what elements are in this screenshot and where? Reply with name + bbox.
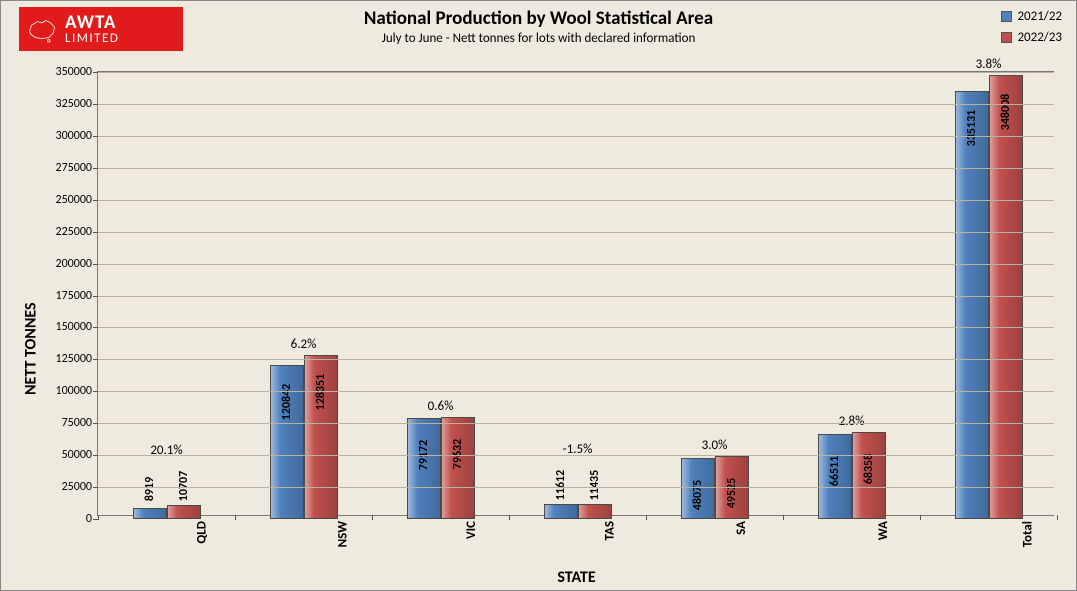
chart-frame: AWTA LIMITED National Production by Wool… bbox=[0, 0, 1077, 591]
y-tick-mark bbox=[93, 232, 98, 233]
bar-value-label: 66511 bbox=[828, 456, 842, 486]
title-block: National Production by Wool Statistical … bbox=[1, 7, 1076, 46]
y-tick-label: 350000 bbox=[56, 65, 99, 79]
legend: 2021/22 2022/23 bbox=[1001, 9, 1062, 51]
pct-change-label: 0.6% bbox=[428, 399, 454, 414]
bar-value-label: 11435 bbox=[588, 470, 602, 500]
pct-change-label: 2.8% bbox=[839, 414, 865, 429]
bar-value-label: 48075 bbox=[691, 479, 705, 509]
y-tick-label: 325000 bbox=[56, 97, 99, 111]
x-tick bbox=[372, 515, 373, 520]
x-category-label: SA bbox=[733, 521, 748, 535]
legend-swatch bbox=[1001, 11, 1012, 22]
bar-value-label: 120842 bbox=[280, 383, 294, 420]
gridline bbox=[98, 455, 1054, 456]
chart-title: National Production by Wool Statistical … bbox=[1, 7, 1076, 30]
y-tick-mark bbox=[93, 104, 98, 105]
x-tick bbox=[783, 515, 784, 520]
x-category-label: Total bbox=[1020, 521, 1035, 547]
gridline bbox=[98, 359, 1054, 360]
y-tick-label: 300000 bbox=[56, 129, 99, 143]
gridline bbox=[98, 327, 1054, 328]
pct-change-label: 6.2% bbox=[291, 337, 317, 352]
bar bbox=[544, 504, 578, 519]
gridline bbox=[98, 104, 1054, 105]
gridline bbox=[98, 423, 1054, 424]
y-axis-title: NETT TONNES bbox=[22, 195, 41, 395]
y-tick-mark bbox=[93, 391, 98, 392]
pct-change-label: 3.0% bbox=[702, 438, 728, 453]
y-tick-label: 225000 bbox=[56, 225, 99, 239]
y-tick-mark bbox=[93, 296, 98, 297]
gridline bbox=[98, 232, 1054, 233]
pct-change-label: 3.8% bbox=[976, 57, 1002, 72]
gridline bbox=[98, 136, 1054, 137]
gridline bbox=[98, 391, 1054, 392]
gridline bbox=[98, 264, 1054, 265]
x-axis-title: STATE bbox=[557, 568, 595, 587]
x-category-label: QLD bbox=[194, 521, 209, 544]
y-tick-mark bbox=[93, 136, 98, 137]
bar-value-label: 11612 bbox=[554, 470, 568, 500]
y-tick-mark bbox=[93, 423, 98, 424]
legend-label: 2022/23 bbox=[1017, 30, 1062, 45]
legend-item: 2021/22 bbox=[1001, 9, 1062, 24]
y-tick-label: 150000 bbox=[56, 320, 99, 334]
bar bbox=[133, 508, 167, 519]
bar-value-label: 68358 bbox=[862, 453, 876, 483]
bar-value-label: 348008 bbox=[999, 93, 1013, 130]
x-category-label: NSW bbox=[335, 521, 350, 547]
y-tick-label: 125000 bbox=[56, 352, 99, 366]
y-tick-label: 175000 bbox=[56, 289, 99, 303]
x-tick bbox=[98, 515, 99, 520]
y-tick-mark bbox=[93, 200, 98, 201]
chart-subtitle: July to June - Nett tonnes for lots with… bbox=[1, 31, 1076, 46]
gridline bbox=[98, 200, 1054, 201]
bars-layer: 89191070720.1%1208421283516.2%7917279632… bbox=[98, 72, 1054, 515]
x-tick bbox=[646, 515, 647, 520]
y-tick-mark bbox=[93, 168, 98, 169]
y-tick-mark bbox=[93, 264, 98, 265]
y-tick-label: 200000 bbox=[56, 257, 99, 271]
y-tick-mark bbox=[93, 327, 98, 328]
x-category-label: WA bbox=[876, 521, 891, 540]
legend-swatch bbox=[1001, 32, 1012, 43]
x-tick bbox=[235, 515, 236, 520]
bar bbox=[167, 505, 201, 519]
bar bbox=[989, 75, 1023, 519]
gridline bbox=[98, 72, 1054, 73]
gridline bbox=[98, 487, 1054, 488]
y-tick-mark bbox=[93, 455, 98, 456]
y-tick-mark bbox=[93, 487, 98, 488]
legend-item: 2022/23 bbox=[1001, 30, 1062, 45]
y-tick-label: 275000 bbox=[56, 161, 99, 175]
x-tick bbox=[1057, 515, 1058, 520]
legend-label: 2021/22 bbox=[1017, 9, 1062, 24]
bar bbox=[578, 504, 612, 519]
y-tick-mark bbox=[93, 359, 98, 360]
y-tick-label: 100000 bbox=[56, 384, 99, 398]
x-tick bbox=[920, 515, 921, 520]
gridline bbox=[98, 168, 1054, 169]
x-tick bbox=[509, 515, 510, 520]
x-category-label: TAS bbox=[602, 521, 617, 540]
bar-value-label: 335131 bbox=[965, 110, 979, 147]
bar-value-label: 49525 bbox=[725, 478, 739, 508]
y-tick-mark bbox=[93, 72, 98, 73]
gridline bbox=[98, 296, 1054, 297]
y-tick-label: 250000 bbox=[56, 193, 99, 207]
x-category-label: VIC bbox=[464, 521, 479, 539]
plot-area: 89191070720.1%1208421283516.2%7917279632… bbox=[97, 71, 1054, 516]
bar-value-label: 8919 bbox=[143, 476, 157, 500]
